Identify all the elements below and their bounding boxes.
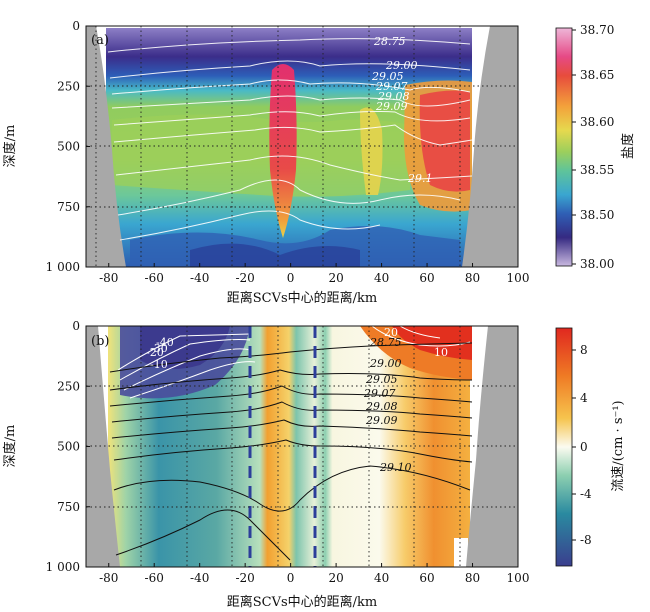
colorbar-tick-label: 38.55 <box>580 163 614 177</box>
density-contour-label: 29.00 <box>369 357 402 370</box>
contour-label: 29.05 <box>371 70 404 83</box>
contour-label: 29.07 <box>375 80 408 93</box>
x-tick-label: 100 <box>507 571 530 585</box>
y-tick-label: 500 <box>57 140 80 154</box>
x-tick-label: -60 <box>145 571 164 585</box>
colorbar-tick-label: 8 <box>580 343 588 357</box>
colorbar-tick-label: 38.70 <box>580 23 614 37</box>
x-axis-label-b: 距离SCVs中心的距离/km <box>227 594 378 610</box>
x-ticks-a: -80 -60 -40 -20 0 20 40 60 80 100 <box>99 263 529 285</box>
velocity-contours <box>117 326 471 399</box>
x-tick-label: -60 <box>145 271 164 285</box>
land-left-b <box>86 326 120 567</box>
y-axis-label-a: 深度/m <box>2 125 18 168</box>
colorbar-tick-label: 38.00 <box>580 257 614 271</box>
contour-label: 29.09 <box>375 100 408 113</box>
x-ticks-b: -80 -60 -40 -20 0 20 40 60 80 100 <box>99 563 529 585</box>
density-contour-label: 29.08 <box>365 400 398 413</box>
x-tick-label: 60 <box>419 271 434 285</box>
x-tick-label: 40 <box>374 571 389 585</box>
colorbar-tick-label: 38.50 <box>580 208 614 222</box>
colorbar-tick-label: 0 <box>580 440 588 454</box>
x-tick-label: 60 <box>419 571 434 585</box>
grid-b <box>86 326 518 567</box>
x-tick-label: -20 <box>235 571 254 585</box>
y-tick-label: 750 <box>57 500 80 514</box>
panel-label-a: (a) <box>91 33 109 48</box>
y-tick-label: 250 <box>57 79 80 93</box>
grid-a <box>86 26 518 267</box>
density-contours-a <box>107 38 473 241</box>
colorbar-b <box>555 327 573 567</box>
x-tick-label: -40 <box>190 271 209 285</box>
colorbar-tick-label: 38.65 <box>580 68 614 82</box>
x-tick-label: 20 <box>328 571 343 585</box>
velocity-contour-label: -30 <box>150 342 168 355</box>
y-tick-label: 250 <box>57 379 80 393</box>
velocity-contour-label: -20 <box>146 346 164 359</box>
y-tick-label: 0 <box>72 319 80 333</box>
y-ticks-a: 0 250 500 750 1 000 <box>46 19 90 274</box>
x-tick-label: -80 <box>99 571 118 585</box>
colorbar-a <box>555 27 573 267</box>
colorbar-ticks-a: 38.70 38.65 38.60 38.55 38.50 38.00 <box>572 23 614 271</box>
x-tick-label: -20 <box>235 271 254 285</box>
salinity-core <box>269 64 297 238</box>
density-contour-label: 29.05 <box>365 373 398 386</box>
colorbar-label-a: 盐度 <box>620 133 636 159</box>
density-contour-label: 29.07 <box>363 387 396 400</box>
x-tick-label: 0 <box>287 571 295 585</box>
y-tick-label: 750 <box>57 200 80 214</box>
x-tick-label: 0 <box>287 271 295 285</box>
land-right-a <box>462 26 518 267</box>
colorbar-tick-label: 4 <box>580 391 588 405</box>
density-contours-b <box>109 342 473 561</box>
panel-label-b: (b) <box>91 334 109 349</box>
x-tick-label: 80 <box>465 271 480 285</box>
x-tick-label: 20 <box>328 271 343 285</box>
colorbar-tick-label: -4 <box>580 487 592 501</box>
y-tick-label: 500 <box>57 440 80 454</box>
panel-b <box>86 326 518 567</box>
colorbar-label-b: 流速/(cm · s⁻¹) <box>611 400 626 491</box>
x-tick-label: -80 <box>99 271 118 285</box>
x-tick-label: 80 <box>465 571 480 585</box>
y-tick-label: 1 000 <box>46 260 80 274</box>
density-contour-label: 29.09 <box>365 414 398 427</box>
colorbar-ticks-b: 8 4 0 -4 -8 <box>572 343 592 547</box>
velocity-contour-label: -10 <box>150 358 168 371</box>
density-contour-label: 28.75 <box>369 336 402 349</box>
x-tick-label: 100 <box>507 271 530 285</box>
panel-a <box>86 26 518 267</box>
velocity-contour-label: -40 <box>156 336 174 349</box>
velocity-contour-label: 10 <box>434 346 448 359</box>
y-axis-label-b: 深度/m <box>2 425 18 468</box>
colorbar-tick-label: -8 <box>580 533 592 547</box>
x-tick-label: 40 <box>374 271 389 285</box>
contour-label: 28.75 <box>373 35 406 48</box>
colorbar-tick-label: 38.60 <box>580 115 614 129</box>
x-tick-label: -40 <box>190 571 209 585</box>
velocity-contour-label: 20 <box>384 326 398 339</box>
density-contour-label: 29.10 <box>379 461 412 474</box>
contour-label: 29.08 <box>377 90 410 103</box>
y-tick-label: 0 <box>72 19 80 33</box>
x-axis-label-a: 距离SCVs中心的距离/km <box>227 290 378 306</box>
contour-label: 29.00 <box>385 59 418 72</box>
y-ticks-b: 0 250 500 750 1 000 <box>46 319 90 574</box>
contour-label: 29.1 <box>407 172 433 185</box>
y-tick-label: 1 000 <box>46 560 80 574</box>
